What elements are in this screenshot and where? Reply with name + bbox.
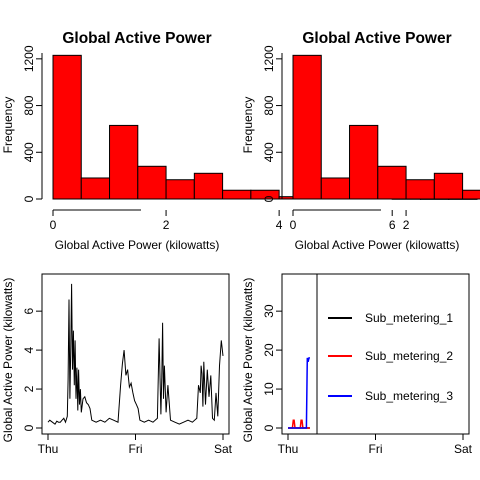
x-tick-label: Thu	[38, 442, 59, 456]
y-tick-label: 20	[262, 343, 276, 357]
x-tick-label: 0	[50, 218, 57, 232]
histogram-bar	[377, 165, 407, 200]
x-tick-label: Thu	[278, 442, 299, 456]
histogram-panel-1: Global Active Power 0 2 4 6 0 400 800 1200 Glo…	[1, 30, 478, 252]
y-tick-label: 800	[262, 95, 276, 115]
y-tick-label: 4	[22, 346, 36, 353]
y-tick-label: 0	[262, 424, 276, 431]
sub-metering-lines	[288, 357, 310, 429]
y-axis-label: Frequency	[241, 97, 255, 154]
y-axis-label: Frequency	[1, 97, 15, 154]
histogram-bar	[52, 54, 82, 200]
y-tick-label: 1200	[22, 45, 36, 72]
histogram-bar	[137, 165, 167, 200]
y-tick-label: 800	[22, 95, 36, 115]
line-panel-sub-metering: Thu Fri Sat 0 10 20 30 Global Active Power (k…	[241, 273, 473, 456]
chart-title: Global Active Power	[302, 30, 451, 47]
histogram-bars	[52, 54, 478, 200]
series-line-sub-metering-3	[288, 357, 310, 429]
legend: Sub_metering_1 Sub_metering_2 Sub_meteri…	[316, 273, 470, 435]
plot-box	[41, 273, 230, 435]
y-tick-label: 6	[22, 308, 36, 315]
x-tick-label: 2	[163, 218, 170, 232]
x-ticks: Thu Fri Sat	[38, 434, 233, 456]
x-axis-label: Global Active Power (kilowatts)	[295, 238, 460, 252]
power-line	[47, 283, 224, 425]
y-ticks: 0 400 800 1200	[22, 45, 42, 202]
histogram-bar	[165, 179, 195, 200]
histogram-bar	[80, 177, 111, 200]
histogram-bar	[292, 54, 322, 200]
y-ticks: 0 2 4 6	[22, 308, 42, 431]
x-ticks: Thu Fri Sat	[278, 434, 473, 456]
histogram-bar	[250, 189, 280, 200]
x-tick-label: 2	[403, 218, 410, 232]
x-axis-label: Global Active Power (kilowatts)	[55, 238, 220, 252]
x-ticks: 0 2 4 6	[50, 210, 396, 232]
histogram-bar	[433, 172, 464, 200]
histogram-bar	[109, 124, 139, 200]
y-tick-label: 30	[262, 304, 276, 318]
chart-title: Global Active Power	[62, 30, 211, 47]
x-tick-label: 6	[389, 218, 396, 232]
x-tick-label: 4	[276, 218, 283, 232]
y-tick-label: 400	[22, 142, 36, 162]
histogram-bars	[292, 54, 480, 200]
line-panel-global-active-power: Thu Fri Sat 0 2 4 6 Global Active Power (kilo…	[1, 273, 233, 456]
y-tick-label: 10	[262, 382, 276, 396]
y-tick-label: 2	[22, 385, 36, 392]
y-axis-label: Global Active Power (kilowatts)	[241, 278, 255, 443]
histogram-bar	[405, 179, 435, 200]
legend-label-sub-metering-1: Sub_metering_1	[365, 311, 453, 325]
histogram-bar	[193, 172, 224, 200]
y-ticks: 0 400 800 1200	[262, 45, 282, 202]
histogram-panel-2: Global Active Power 0 2 4 6 0 400 800 1200 Glo…	[241, 30, 480, 252]
y-tick-label: 0	[262, 195, 276, 202]
legend-label-sub-metering-3: Sub_metering_3	[365, 389, 453, 403]
y-tick-label: 0	[22, 424, 36, 431]
histogram-bar	[462, 189, 480, 200]
legend-box	[316, 273, 470, 435]
x-tick-label: Fri	[129, 442, 143, 456]
x-tick-label: 0	[290, 218, 297, 232]
x-tick-label: Fri	[369, 442, 383, 456]
x-tick-label: Sat	[214, 442, 233, 456]
histogram-bar	[222, 189, 252, 200]
x-tick-label: Sat	[454, 442, 473, 456]
y-axis-label: Global Active Power (kilowatts)	[1, 278, 15, 443]
legend-label-sub-metering-2: Sub_metering_2	[365, 349, 453, 363]
histogram-bar	[349, 124, 379, 200]
y-ticks: 0 10 20 30	[262, 304, 282, 431]
y-tick-label: 1200	[262, 45, 276, 72]
histogram-bar	[320, 177, 351, 200]
y-tick-label: 0	[22, 195, 36, 202]
y-tick-label: 400	[262, 142, 276, 162]
